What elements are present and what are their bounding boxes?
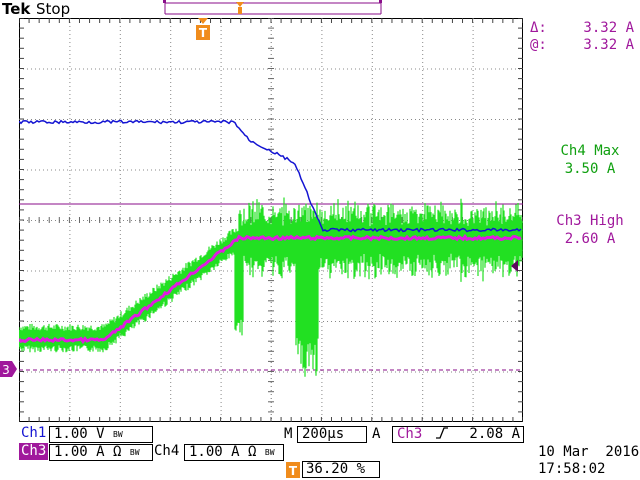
at-value: 3.32 A bbox=[583, 37, 634, 53]
brand-logo: Tek bbox=[2, 0, 31, 18]
ch4-max-label: Ch4 Max bbox=[560, 143, 620, 159]
trigger-icon: T bbox=[199, 26, 208, 40]
ch1-label[interactable]: Ch1 bbox=[21, 425, 47, 441]
ch1-bw-badge: BW bbox=[113, 430, 123, 439]
ch3-scale: 1.00 A Ω bbox=[54, 444, 122, 460]
ch3-high-label: Ch3 High bbox=[556, 213, 624, 229]
trigger-level-marker-icon[interactable] bbox=[510, 260, 518, 272]
cursor-lines bbox=[19, 203, 523, 371]
ch3-ground-marker[interactable]: 3 bbox=[0, 361, 18, 377]
timebase-value: 200µs bbox=[302, 426, 345, 442]
ch1-waveform bbox=[19, 119, 522, 233]
ch4-max-measurement: Ch4 Max 3.50 A bbox=[545, 142, 635, 178]
run-state: Stop bbox=[36, 0, 71, 18]
ch1-scale: 1.00 V bbox=[54, 426, 105, 442]
ch4-scale: 1.00 A Ω bbox=[189, 444, 257, 460]
ch3-high-measurement: Ch3 High 2.60 A bbox=[540, 212, 640, 248]
trigger-position-box[interactable]: 36.20 % bbox=[302, 461, 380, 478]
ch1-scale-box[interactable]: 1.00 V BW bbox=[49, 426, 153, 443]
trigger-position-icon: T bbox=[286, 462, 300, 478]
at-label: @: bbox=[530, 37, 547, 53]
trigger-position-marker[interactable]: T bbox=[195, 18, 211, 42]
trigger-mode: A bbox=[372, 426, 381, 442]
at-readout: @: 3.32 A bbox=[530, 37, 634, 53]
ch4-label[interactable]: Ch4 bbox=[154, 443, 180, 459]
ch4-max-value: 3.50 A bbox=[564, 161, 616, 177]
graticule bbox=[19, 18, 523, 422]
ch3-ground-label: 3 bbox=[2, 363, 10, 377]
rising-edge-icon bbox=[435, 427, 448, 439]
delta-value: 3.32 A bbox=[583, 20, 634, 36]
record-trigger-marker-icon bbox=[236, 2, 244, 7]
waveforms bbox=[19, 119, 523, 377]
record-view-bar bbox=[163, 0, 382, 15]
ch3-high-value: 2.60 A bbox=[564, 231, 616, 247]
top-status-bar: Tek Stop bbox=[0, 0, 640, 18]
trigger-level: 2.08 A bbox=[469, 426, 520, 442]
delta-readout: Δ: 3.32 A bbox=[530, 20, 634, 36]
waveform-display[interactable] bbox=[19, 18, 523, 422]
timebase-label: M bbox=[284, 426, 293, 442]
ch4-waveform bbox=[19, 197, 523, 377]
svg-text:T: T bbox=[289, 464, 298, 478]
capture-date: 10 Mar 2016 bbox=[538, 444, 640, 460]
ch3-bw-badge: BW bbox=[129, 448, 140, 457]
trigger-box[interactable]: Ch3 2.08 A bbox=[392, 426, 524, 443]
timebase-box[interactable]: 200µs bbox=[297, 426, 367, 443]
delta-label: Δ: bbox=[530, 20, 547, 36]
trigger-position-value: 36.20 % bbox=[306, 461, 366, 477]
ch4-scale-box[interactable]: 1.00 A Ω BW bbox=[184, 444, 284, 461]
trigger-source: Ch3 bbox=[397, 426, 423, 442]
capture-time: 17:58:02 bbox=[538, 461, 606, 477]
ch3-scale-box[interactable]: 1.00 A Ω BW bbox=[49, 444, 153, 461]
ch3-label[interactable]: Ch3 bbox=[19, 443, 49, 460]
ch3-waveform bbox=[19, 233, 522, 345]
ch4-bw-badge: BW bbox=[264, 448, 275, 457]
